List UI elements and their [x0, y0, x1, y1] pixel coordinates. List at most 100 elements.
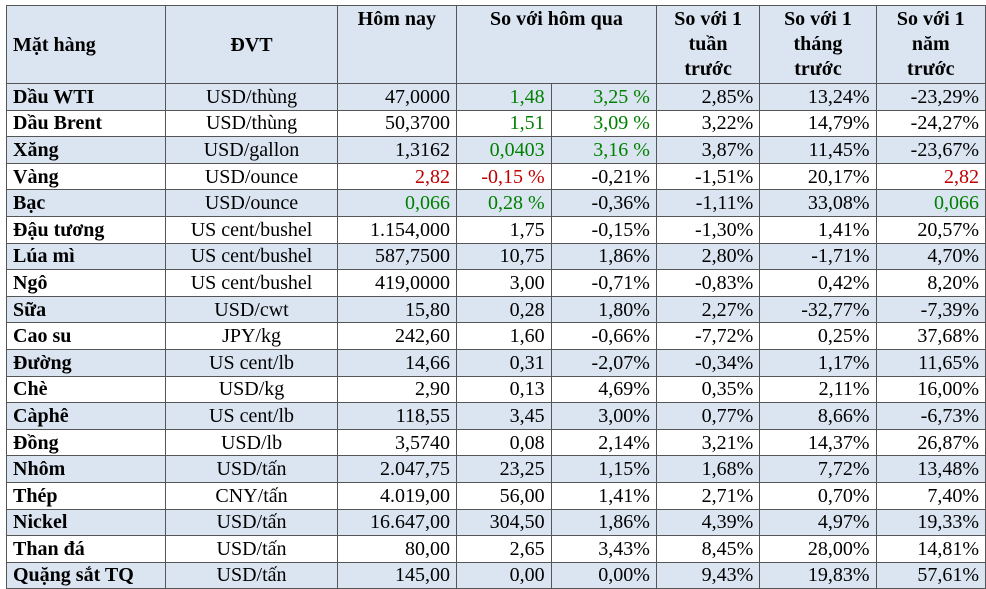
cell-vs-week: 9,43% [655, 561, 761, 589]
cell-today: 2.047,75 [336, 455, 458, 483]
cell-today: 14,66 [336, 348, 458, 377]
cell-change-pct: 1,15% [550, 455, 657, 483]
cell-change-pct: -2,07% [550, 348, 657, 377]
cell-item: Thép [5, 481, 167, 510]
table-row: Đồng USD/lb 3,5740 0,08 2,14% 3,21% 14,37% 26,8… [5, 428, 986, 457]
cell-vs-week: 0,35% [655, 375, 761, 404]
cell-vs-year: -23,67% [875, 136, 986, 164]
table-row: Bạc USD/ounce 0,066 0,28 % -0,36% -1,11% 33,08… [5, 189, 986, 217]
cell-vs-month: -32,77% [759, 295, 877, 324]
cell-vs-year: 7,40% [875, 481, 986, 510]
table-row: Vàng USD/ounce 2,82 -0,15 % -0,21% -1,51% 20,1… [5, 162, 986, 191]
cell-unit: USD/tấn [165, 535, 338, 563]
cell-today: 145,00 [336, 561, 458, 589]
cell-vs-year: -24,27% [875, 109, 986, 138]
cell-unit: CNY/tấn [165, 481, 338, 510]
table-row: Nickel USD/tấn 16.647,00 304,50 1,86% 4,39% 4,… [5, 508, 986, 537]
cell-vs-year: 0,066 [875, 189, 986, 217]
cell-vs-week: 1,68% [655, 455, 761, 483]
cell-today: 2,82 [336, 162, 458, 191]
cell-item: Quặng sắt TQ [5, 561, 167, 589]
cell-unit: JPY/kg [165, 322, 338, 350]
cell-today: 4.019,00 [336, 481, 458, 510]
cell-vs-week: -1,30% [655, 215, 761, 244]
cell-item: Nhôm [5, 455, 167, 483]
cell-vs-week: -1,11% [655, 189, 761, 217]
cell-change-pct: 0,00% [550, 561, 657, 589]
cell-change: 0,28 [456, 295, 552, 324]
header-today: Hôm nay [336, 5, 458, 84]
cell-unit: USD/tấn [165, 508, 338, 537]
cell-change-pct: 4,69% [550, 375, 657, 404]
cell-vs-week: 4,39% [655, 508, 761, 537]
cell-today: 1.154,000 [336, 215, 458, 244]
header-vs-month: So với 1 tháng trước [759, 5, 877, 84]
cell-vs-month: 19,83% [759, 561, 877, 589]
cell-vs-month: 20,17% [759, 162, 877, 191]
cell-change: 23,25 [456, 455, 552, 483]
table-row: Thép CNY/tấn 4.019,00 56,00 1,41% 2,71% 0,70% 7… [5, 481, 986, 510]
cell-vs-year: 8,20% [875, 269, 986, 297]
cell-unit: US cent/bushel [165, 242, 338, 271]
cell-unit: USD/ounce [165, 162, 338, 191]
cell-change: 0,13 [456, 375, 552, 404]
cell-item: Lúa mì [5, 242, 167, 271]
commodity-price-table: Mặt hàng ĐVT Hôm nay So với hôm qua So v… [5, 5, 986, 589]
cell-today: 80,00 [336, 535, 458, 563]
cell-today: 0,066 [336, 189, 458, 217]
cell-vs-year: 16,00% [875, 375, 986, 404]
cell-vs-month: 33,08% [759, 189, 877, 217]
header-item: Mặt hàng [5, 5, 167, 84]
cell-unit: USD/lb [165, 428, 338, 457]
cell-vs-year: 37,68% [875, 322, 986, 350]
cell-change: 2,65 [456, 535, 552, 563]
cell-vs-week: 3,87% [655, 136, 761, 164]
cell-change: 1,51 [456, 109, 552, 138]
cell-vs-year: 57,61% [875, 561, 986, 589]
table-row: Cao su JPY/kg 242,60 1,60 -0,66% -7,72% 0,25% 3… [5, 322, 986, 350]
cell-vs-year: 26,87% [875, 428, 986, 457]
cell-today: 15,80 [336, 295, 458, 324]
cell-unit: USD/cwt [165, 295, 338, 324]
cell-vs-year: 2,82 [875, 162, 986, 191]
cell-vs-year: -6,73% [875, 402, 986, 430]
cell-change: 0,08 [456, 428, 552, 457]
cell-vs-week: 2,85% [655, 83, 761, 111]
cell-change-pct: 3,09 % [550, 109, 657, 138]
cell-change-pct: 3,00% [550, 402, 657, 430]
cell-change: -0,15 % [456, 162, 552, 191]
cell-change: 0,31 [456, 348, 552, 377]
cell-change: 304,50 [456, 508, 552, 537]
table-row: Xăng USD/gallon 1,3162 0,0403 3,16 % 3,87% 11,… [5, 136, 986, 164]
cell-item: Sữa [5, 295, 167, 324]
cell-vs-month: 28,00% [759, 535, 877, 563]
table-row: Sữa USD/cwt 15,80 0,28 1,80% 2,27% -32,77% -7,3… [5, 295, 986, 324]
header-unit: ĐVT [165, 5, 338, 84]
cell-today: 118,55 [336, 402, 458, 430]
cell-change: 0,28 % [456, 189, 552, 217]
cell-vs-week: -7,72% [655, 322, 761, 350]
cell-item: Bạc [5, 189, 167, 217]
cell-change-pct: -0,36% [550, 189, 657, 217]
cell-change-pct: -0,71% [550, 269, 657, 297]
cell-vs-month: 1,41% [759, 215, 877, 244]
header-vs-yesterday: So với hôm qua [456, 5, 657, 84]
table-row: Nhôm USD/tấn 2.047,75 23,25 1,15% 1,68% 7,72% 1… [5, 455, 986, 483]
cell-vs-week: -0,83% [655, 269, 761, 297]
cell-today: 3,5740 [336, 428, 458, 457]
cell-item: Đường [5, 348, 167, 377]
cell-vs-week: 3,21% [655, 428, 761, 457]
table-row: Đậu tương US cent/bushel 1.154,000 1,75 -0,1… [5, 215, 986, 244]
cell-change: 3,45 [456, 402, 552, 430]
cell-item: Càphê [5, 402, 167, 430]
cell-vs-month: 7,72% [759, 455, 877, 483]
cell-unit: US cent/bushel [165, 269, 338, 297]
cell-vs-month: 14,37% [759, 428, 877, 457]
cell-vs-month: 13,24% [759, 83, 877, 111]
cell-change: 1,75 [456, 215, 552, 244]
cell-change: 3,00 [456, 269, 552, 297]
table-row: Đường US cent/lb 14,66 0,31 -2,07% -0,34% 1,17… [5, 348, 986, 377]
cell-vs-week: 0,77% [655, 402, 761, 430]
cell-vs-year: 14,81% [875, 535, 986, 563]
cell-item: Xăng [5, 136, 167, 164]
